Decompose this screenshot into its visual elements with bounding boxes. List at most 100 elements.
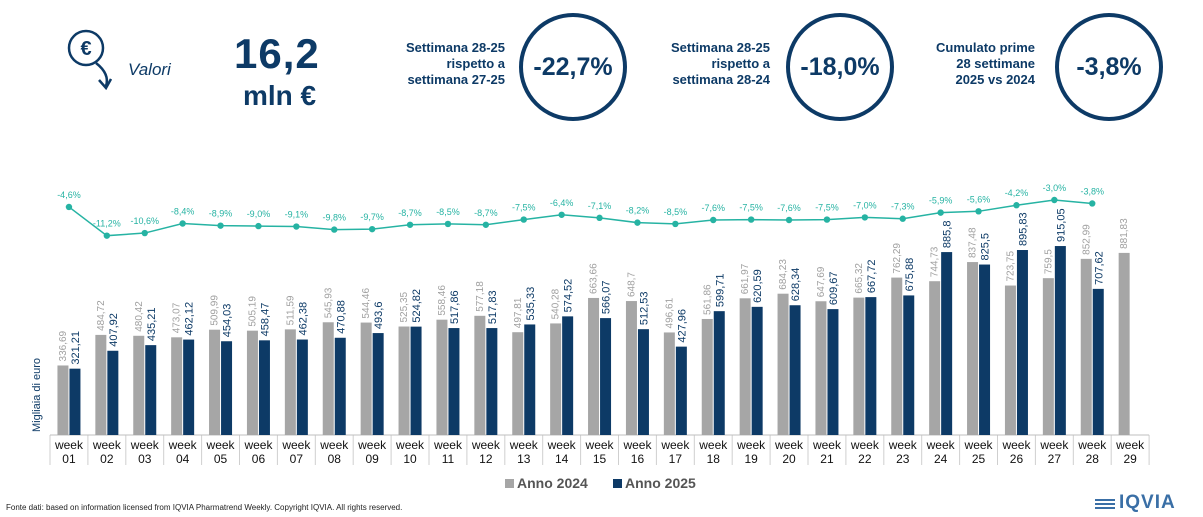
bar-2024-label: 525,35 (399, 291, 410, 322)
bar-2024-label: 473,07 (172, 302, 183, 333)
x-tick-label: week 21 (812, 438, 842, 466)
cumulative-variation-point (558, 211, 565, 218)
cumulative-variation-point (179, 220, 186, 227)
bar-2024-label: 852,99 (1081, 224, 1092, 255)
cumulative-variation-point (672, 220, 679, 228)
bar-2024 (929, 281, 941, 435)
x-tick-label-number: 13 (517, 452, 531, 466)
x-tick-label-word: week (850, 438, 880, 452)
bar-2025-label: 599,71 (714, 274, 726, 308)
bar-2024 (739, 298, 751, 435)
x-tick-label-number: 18 (707, 452, 721, 466)
y-axis-label: Migliaia di euro (31, 358, 43, 432)
x-tick-label-word: week (168, 438, 198, 452)
x-tick-label: week 09 (357, 438, 387, 466)
cumulative-variation-label: -7,5% (739, 203, 763, 213)
x-tick-label-word: week (206, 438, 236, 452)
bar-2025 (941, 252, 953, 435)
bar-2025-label: 462,12 (184, 302, 196, 336)
x-tick-label-number: 24 (934, 452, 948, 466)
bar-2025 (486, 328, 498, 435)
cumulative-variation-point (747, 216, 755, 223)
cumulative-variation-point (293, 223, 300, 230)
bar-2024 (436, 319, 448, 435)
cumulative-variation-label: -3,0% (1043, 183, 1067, 193)
bar-2024 (322, 322, 334, 435)
bar-2024-label: 511,59 (285, 295, 296, 325)
x-tick-label-word: week (926, 438, 956, 452)
iqvia-logo (1095, 499, 1115, 509)
cumulative-variation-label: -3,8% (1080, 186, 1104, 196)
x-tick-label: week 14 (547, 438, 577, 466)
bar-2024-label: 561,86 (702, 284, 713, 315)
kpi-card-1-value: -22,7% (519, 13, 627, 121)
bar-2025-label: 609,67 (828, 271, 840, 305)
bar-2025 (713, 311, 725, 435)
bar-2024-label: 496,61 (664, 297, 675, 328)
bar-2025 (751, 306, 763, 435)
x-tick-label: week 12 (471, 438, 501, 466)
weekly-sales-chart: Migliaia di euro 336,69 321,21 484,72 407,9… (31, 183, 1150, 491)
legend-label-2025: Anno 2025 (625, 475, 696, 491)
x-tick-label-word: week (471, 438, 501, 452)
bar-2024 (853, 297, 865, 435)
cumulative-variation-point (331, 226, 338, 233)
cumulative-variation-point (406, 221, 414, 228)
bar-2024-label: 544,46 (361, 288, 372, 319)
bar-2025 (296, 339, 308, 435)
bar-2024 (398, 326, 410, 435)
bar-2024 (284, 329, 296, 435)
cumulative-variation-label: -5,9% (929, 196, 953, 206)
x-tick-label-number: 12 (479, 452, 493, 466)
bar-2025-label: 435,21 (146, 307, 158, 341)
kpi-card-2-value: -18,0% (786, 13, 894, 121)
x-tick-label-word: week (660, 438, 690, 452)
x-tick-label: week 29 (1115, 438, 1145, 466)
legend-swatch-2025 (613, 479, 622, 488)
bar-2024 (171, 337, 183, 435)
cumulative-variation-label: -8,7% (474, 208, 498, 218)
x-tick-label-number: 20 (782, 452, 796, 466)
x-tick-label: week 28 (1077, 438, 1107, 466)
x-tick-label: week 26 (1001, 438, 1031, 466)
kpi-main-unit: mln € (243, 80, 317, 111)
bar-2025 (1054, 246, 1066, 435)
bar-2025-label: 915,05 (1055, 208, 1067, 242)
bar-2025-label: 574,52 (563, 279, 575, 313)
bar-2024 (777, 293, 789, 435)
x-tick-label: week 03 (130, 438, 160, 466)
bar-2024-label: 648,7 (626, 272, 637, 297)
bar-2025 (600, 318, 612, 435)
bar-2025-label: 493,6 (373, 302, 385, 330)
x-tick-label-word: week (130, 438, 160, 452)
x-tick-label-number: 15 (593, 452, 607, 466)
x-tick-label: week 25 (964, 438, 994, 466)
legend-label-2024: Anno 2024 (517, 475, 588, 491)
kpi-main-value: 16,2 (234, 30, 320, 77)
bar-2024-label: 663,66 (589, 263, 600, 294)
bar-2024 (967, 262, 979, 435)
bar-2024 (209, 329, 221, 435)
bar-2025 (865, 297, 877, 435)
bar-2024-label: 881,83 (1119, 218, 1130, 249)
cumulative-variation-point (1051, 196, 1058, 204)
bar-2024 (360, 322, 372, 435)
bar-2025 (827, 309, 839, 435)
x-tick-label: week 10 (395, 438, 425, 466)
x-tick-label-word: week (1039, 438, 1069, 452)
cumulative-variation-label: -5,6% (967, 194, 991, 204)
bar-2024 (701, 318, 713, 435)
x-tick-label-number: 01 (62, 452, 76, 466)
bar-2025 (107, 350, 119, 435)
cumulative-variation-label: -7,1% (588, 201, 612, 211)
cumulative-variation-label: -9,0% (247, 209, 271, 219)
cumulative-variation-point (1013, 202, 1020, 209)
x-tick-label: week 19 (736, 438, 766, 466)
bar-2025-label: 667,72 (866, 259, 878, 293)
bar-2024 (1080, 258, 1092, 435)
bar-2024 (57, 365, 69, 435)
cumulative-variation-point (899, 215, 906, 222)
bar-2024 (891, 277, 903, 435)
bar-2025-label: 524,82 (411, 289, 423, 323)
x-tick-label-number: 05 (214, 452, 228, 466)
